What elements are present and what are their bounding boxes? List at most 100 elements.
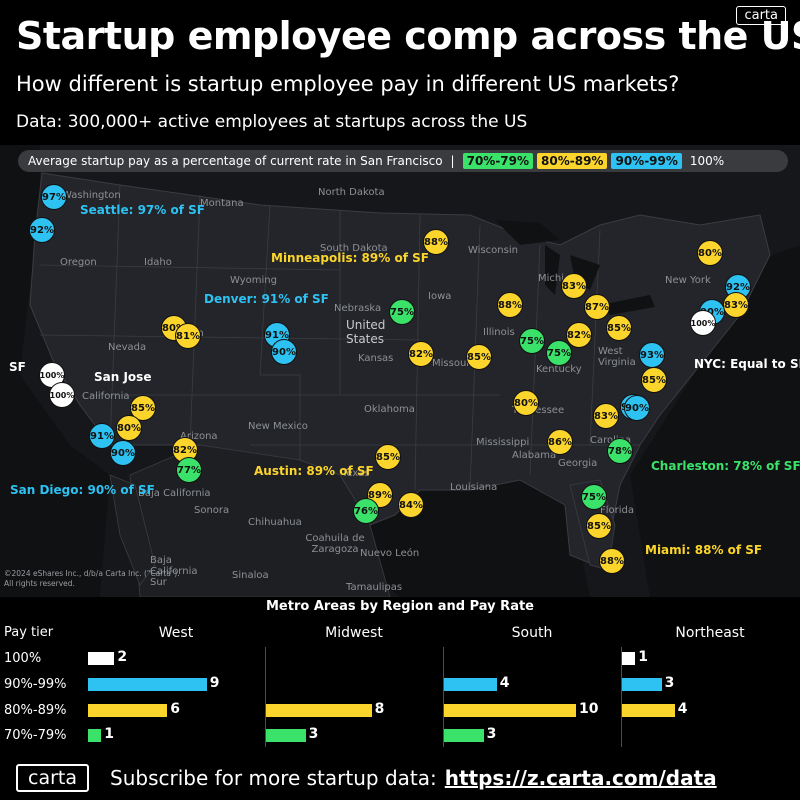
callout-san-diego: San Diego: 90% of SF xyxy=(10,483,155,497)
place-label: Georgia xyxy=(558,458,598,469)
metro-marker: 82% xyxy=(566,322,592,348)
bar-midwest xyxy=(266,704,372,717)
place-label: Washington xyxy=(62,190,121,201)
metro-marker: 80% xyxy=(697,240,723,266)
bar-value-label: 1 xyxy=(638,649,648,665)
metro-marker: 85% xyxy=(375,444,401,470)
place-label: Texas xyxy=(342,468,370,479)
metro-marker: 88% xyxy=(497,292,523,318)
region-header-northeast: Northeast xyxy=(675,625,745,641)
metro-marker: 100% xyxy=(690,310,716,336)
place-label: Iowa xyxy=(428,291,452,302)
bar-midwest xyxy=(266,729,306,742)
tier-label: 70%-79% xyxy=(4,728,67,743)
place-label: California xyxy=(82,391,130,402)
copyright-line: All rights reserved. xyxy=(4,579,75,588)
footer-carta-logo: carta xyxy=(16,764,89,792)
metro-marker: 77% xyxy=(176,457,202,483)
place-label: Nebraska xyxy=(334,303,382,314)
subscribe-link[interactable]: https://z.carta.com/data xyxy=(444,766,717,790)
metro-marker: 83% xyxy=(723,292,749,318)
tier-label: 100% xyxy=(4,651,42,666)
place-label: Wyoming xyxy=(230,275,277,286)
place-label: Sinaloa xyxy=(232,570,269,581)
bar-value-label: 9 xyxy=(209,675,220,691)
callout-austin: Austin: 89% of SF xyxy=(254,464,374,478)
column-divider xyxy=(265,647,266,747)
metro-marker: 88% xyxy=(423,229,449,255)
tier-label: 90%-99% xyxy=(4,677,67,692)
bar-west xyxy=(88,729,102,742)
place-label: Sonora xyxy=(194,505,230,516)
metro-marker: 90% xyxy=(271,339,297,365)
place-label: Idaho xyxy=(144,257,172,268)
place-label-country: United States xyxy=(346,318,386,346)
metro-marker: 91% xyxy=(89,423,115,449)
legend-tier-100: 100% xyxy=(689,154,725,168)
place-label: Baja California xyxy=(138,488,211,499)
metro-marker: 100% xyxy=(49,382,75,408)
metro-marker: 82% xyxy=(408,341,434,367)
place-label: Michigan xyxy=(538,273,583,284)
bar-south xyxy=(444,729,484,742)
place-label: Oklahoma xyxy=(364,404,415,415)
metro-marker: 83% xyxy=(593,403,619,429)
bar-northeast xyxy=(622,678,662,691)
place-label: Tamaulipas xyxy=(346,582,403,593)
bar-value-label: 4 xyxy=(499,675,510,691)
copyright-line: ©2024 eShares Inc., d/b/a Carta Inc. ("C… xyxy=(4,569,180,578)
metro-marker: 83% xyxy=(561,273,587,299)
callout-san-jose: San Jose xyxy=(94,370,152,384)
chart-title: Metro Areas by Region and Pay Rate xyxy=(266,599,534,614)
legend-separator: | xyxy=(450,154,455,168)
place-label: Tennessee xyxy=(512,405,565,416)
place-label: Florida xyxy=(600,505,635,516)
bar-value-label: 6 xyxy=(170,701,180,717)
carta-logo: carta xyxy=(736,6,786,25)
legend-title: Average startup pay as a percentage of c… xyxy=(28,154,443,168)
data-note: Data: 300,000+ active employees at start… xyxy=(16,112,528,132)
callout-seattle: Seattle: 97% of SF xyxy=(80,203,205,217)
place-label: North Dakota xyxy=(318,187,385,198)
place-label: South Dakota xyxy=(320,243,388,254)
bar-value-label: 4 xyxy=(677,701,688,717)
place-label: Alabama xyxy=(512,450,557,461)
place-label: Missouri xyxy=(432,358,474,369)
metro-marker: 75% xyxy=(546,340,572,366)
place-label: Arizona xyxy=(180,431,218,442)
bar-south xyxy=(444,678,497,691)
legend-tier-70-79: 70%-79% xyxy=(462,153,534,169)
callout-sf: SF xyxy=(9,360,26,374)
callout-denver: Denver: 91% of SF xyxy=(204,292,329,306)
metro-marker: 75% xyxy=(519,328,545,354)
page-title: Startup employee comp across the US xyxy=(16,14,800,58)
header: Startup employee comp across the US How … xyxy=(0,0,800,145)
place-label: Chihuahua xyxy=(248,517,302,528)
metro-marker: 85% xyxy=(586,513,612,539)
metro-marker: 93% xyxy=(639,342,665,368)
place-label: Montana xyxy=(200,198,244,209)
footer-text: Subscribe for more startup data: xyxy=(110,766,437,790)
place-label: New Mexico xyxy=(248,421,308,432)
metro-marker: 90% xyxy=(624,395,650,421)
bar-value-label: 10 xyxy=(579,701,599,717)
tier-label: 80%-89% xyxy=(4,703,67,718)
us-map: Average startup pay as a percentage of c… xyxy=(0,145,800,597)
metro-marker: 85% xyxy=(466,344,492,370)
bar-value-label: 1 xyxy=(104,726,114,742)
place-label: Baja California Sur xyxy=(150,555,198,588)
map-legend: Average startup pay as a percentage of c… xyxy=(18,150,788,172)
legend-tier-80-89: 80%-89% xyxy=(537,153,608,169)
footer: carta Subscribe for more startup data: ht… xyxy=(0,754,800,800)
bar-northeast xyxy=(622,704,675,717)
bar-west xyxy=(88,652,115,665)
place-label: West Virginia xyxy=(598,346,636,368)
metro-marker: 80% xyxy=(513,390,539,416)
metro-marker: 85% xyxy=(606,315,632,341)
column-divider xyxy=(621,647,622,747)
callout-minneapolis: Minneapolis: 89% of SF xyxy=(271,251,429,265)
metro-marker: 85% xyxy=(641,367,667,393)
bar-west xyxy=(88,704,168,717)
metro-marker: 88% xyxy=(599,548,625,574)
place-label: Illinois xyxy=(483,327,515,338)
